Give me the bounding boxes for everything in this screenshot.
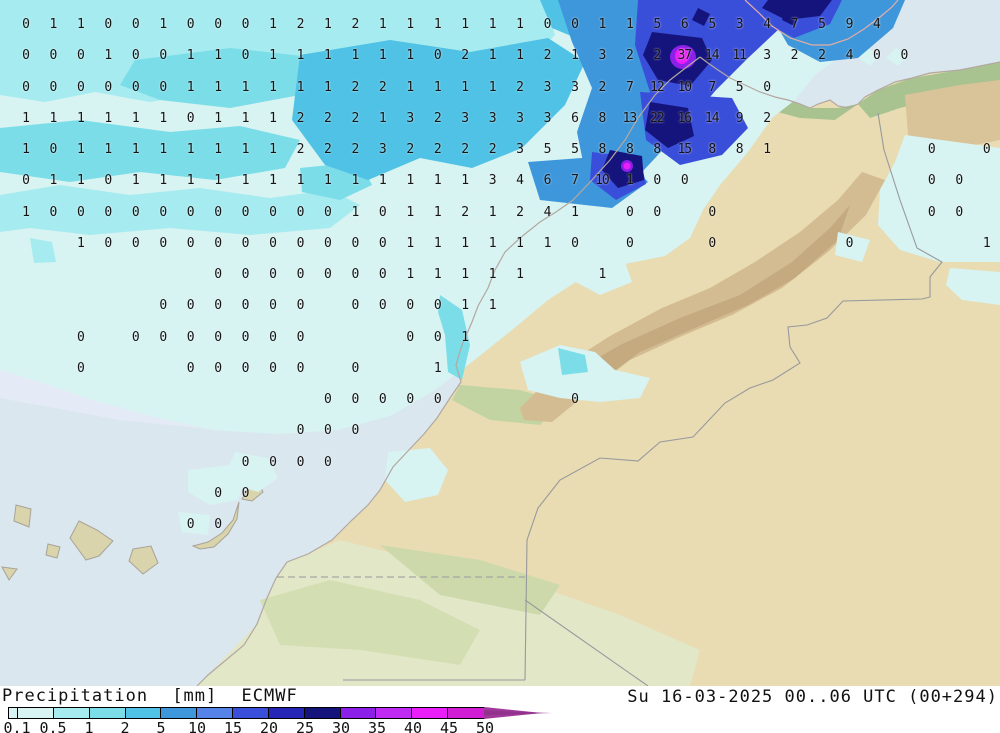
scale-label: 25 [295, 719, 315, 733]
terrain-med-coast-green [858, 62, 1000, 118]
colorbar-segment [53, 708, 90, 718]
spain-coastline [744, 0, 899, 46]
border-morocco-algeria [524, 112, 943, 681]
border-group [277, 112, 943, 686]
colorbar-segment [376, 708, 413, 718]
legend-bar: Precipitation [mm] ECMWF Su 16-03-2025 0… [0, 686, 1000, 733]
scale-label: 15 [223, 719, 243, 733]
legend-arrow-tail [484, 710, 552, 716]
legend-scale-labels: 0.1 0.5 1 2 5 10 15 20 25 30 35 40 45 50 [0, 719, 1000, 733]
legend-title-row: Precipitation [mm] ECMWF [2, 686, 312, 706]
scale-label: 1 [84, 719, 94, 733]
scale-label: 40 [403, 719, 423, 733]
island-tenerife [69, 520, 114, 561]
colorbar-segment [161, 708, 198, 718]
island-gran-canaria [128, 545, 159, 575]
island-la-palma [13, 504, 32, 528]
colorbar-segment [340, 708, 377, 718]
island-la-gomera [45, 543, 61, 559]
forecast-timestamp: Su 16-03-2025 00..06 UTC (00+294) [627, 687, 998, 707]
precip-peak-core [623, 162, 631, 170]
terrain-atlas-ridge [560, 205, 850, 385]
border-mauritania-diagonal [524, 599, 649, 686]
scale-label: 45 [439, 719, 459, 733]
scale-label: 0.1 [3, 719, 31, 733]
colorbar-segment [125, 708, 162, 718]
terrain-green-patch [380, 545, 560, 615]
island-fuerteventura [191, 501, 240, 550]
legend-colorbar [8, 707, 485, 719]
scale-label: 2 [120, 719, 130, 733]
colorbar-segment [9, 708, 18, 718]
colorbar-segment [268, 708, 305, 718]
legend-units: [mm] [172, 686, 218, 706]
scale-label: 35 [367, 719, 387, 733]
colorbar-segment [304, 708, 341, 718]
scale-label: 30 [331, 719, 351, 733]
colorbar-segment [233, 708, 269, 718]
mediterranean-coastline [699, 56, 1000, 109]
atlantic-coastline [196, 56, 701, 686]
precip-peak-core [675, 48, 689, 64]
colorbar-segment [412, 708, 449, 718]
scale-label: 5 [156, 719, 166, 733]
precip-level-1 [0, 48, 588, 380]
scale-label: 0.5 [39, 719, 67, 733]
terrain-green-patch [260, 580, 480, 665]
scale-label: 50 [475, 719, 495, 733]
colorbar-segment [17, 708, 54, 718]
legend-arrow [484, 707, 552, 719]
colorbar-segment [448, 708, 484, 718]
legend-title: Precipitation [2, 686, 149, 706]
map-canvas [0, 0, 1000, 686]
terrain-algeria-hills [905, 80, 1000, 150]
island-el-hierro [1, 566, 18, 581]
colorbar-segment [89, 708, 126, 718]
scale-label: 20 [259, 719, 279, 733]
scale-label: 10 [187, 719, 207, 733]
legend-model: ECMWF [241, 686, 298, 706]
colorbar-segment [197, 708, 234, 718]
coastline-group [196, 0, 1000, 686]
